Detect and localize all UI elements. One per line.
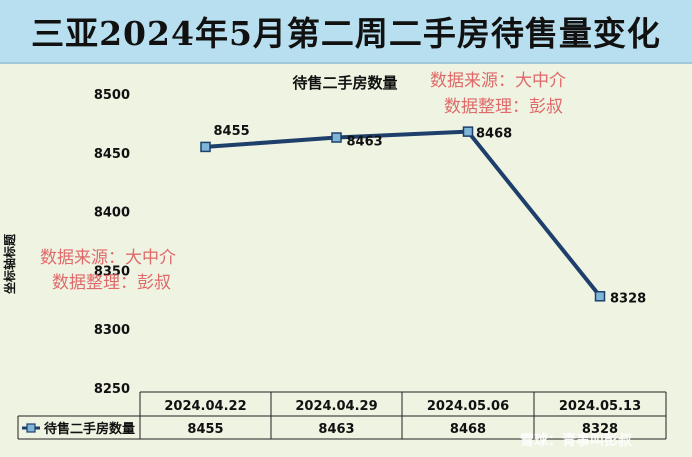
chart-title: 待售二手房数量 — [292, 74, 397, 92]
table-value-cell: 8328 — [582, 422, 618, 437]
data-table: 2024.04.22 8455 2024.04.29 8463 2024.05.06 84… — [17, 391, 667, 440]
data-label: 8328 — [610, 291, 646, 306]
watermark-editor-left: 数据整理：彭叔 — [52, 273, 171, 293]
y-tick-label: 8450 — [94, 147, 130, 162]
title-banner: 三亚2024年5月第二周二手房待售量变化 — [0, 0, 692, 64]
data-point — [200, 141, 211, 153]
legend-marker — [26, 423, 36, 433]
y-tick-label: 8400 — [94, 206, 130, 221]
table-value-cell: 8463 — [318, 422, 354, 437]
x-category-label: 2024.05.13 — [559, 399, 641, 414]
chart-area: 待售二手房数量 坐标轴标题 8250 8300 8350 8400 8450 8500 8… — [0, 64, 692, 457]
y-tick-label: 8250 — [94, 382, 130, 397]
series-line — [205, 129, 602, 298]
page-title: 三亚2024年5月第二周二手房待售量变化 — [31, 14, 661, 53]
data-point — [462, 126, 474, 137]
table-value-cell: 8455 — [187, 422, 223, 437]
legend-series-name: 待售二手房数量 — [43, 421, 135, 437]
x-category-label: 2024.05.06 — [427, 399, 509, 414]
watermark-source-left: 数据来源：大中介 — [40, 248, 176, 268]
data-point — [331, 132, 342, 143]
data-point — [594, 291, 606, 302]
corner-watermark: 雪球：青事叫彭叔 — [520, 432, 633, 449]
watermark-source-top: 数据来源：大中介 — [430, 71, 566, 91]
data-label: 8468 — [476, 127, 512, 142]
y-tick-label: 8350 — [94, 264, 130, 279]
watermark-editor-top: 数据整理：彭叔 — [444, 97, 563, 117]
data-label: 8455 — [214, 124, 250, 139]
y-tick-label: 8500 — [94, 88, 130, 103]
y-tick-label: 8300 — [94, 323, 130, 338]
x-category-label: 2024.04.22 — [164, 399, 246, 414]
y-axis-title: 坐标轴标题 — [2, 233, 17, 294]
line-chart: 待售二手房数量 坐标轴标题 8250 8300 8350 8400 8450 8500 8… — [2, 71, 667, 449]
table-value-cell: 8468 — [450, 422, 486, 437]
x-category-label: 2024.04.29 — [295, 399, 377, 414]
data-label: 8463 — [347, 135, 383, 150]
